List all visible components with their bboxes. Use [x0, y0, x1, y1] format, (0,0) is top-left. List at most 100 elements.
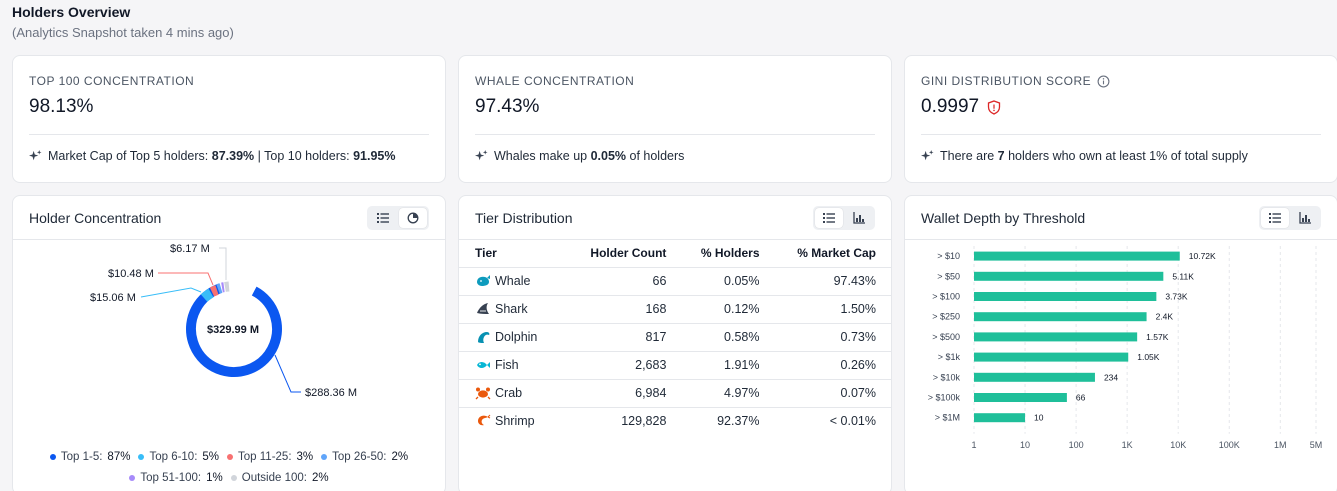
x-tick-label: 1M: [1274, 440, 1287, 450]
tier-label: Shrimp: [495, 414, 535, 429]
bar[interactable]: [974, 271, 1164, 281]
donut-segment-top-1-5[interactable]: [176, 271, 292, 387]
x-tick-label: 10: [1020, 440, 1030, 450]
panel-title: Wallet Depth by Threshold: [921, 210, 1086, 226]
list-icon: [377, 213, 389, 223]
wallet-depth-chart: 1 10 100 1K 10K 100K 1M 5M > $10 10.72K > $50 5.11K…: [928, 246, 1323, 450]
table-row[interactable]: Shrimp 129,828 92.37% < 0.01%: [459, 406, 891, 435]
x-tick-label: 100K: [1219, 440, 1240, 450]
y-category-label: > $100k: [928, 393, 961, 403]
legend-item-top-1-5[interactable]: Top 1-5: 87%: [49, 451, 130, 463]
bar-view-button[interactable]: [1291, 208, 1319, 228]
legend-item-top-51-100[interactable]: Top 51-100: 1%: [129, 472, 223, 484]
callout-top-6-10: $15.06 M: [90, 292, 136, 304]
x-tick-label: 10K: [1170, 440, 1186, 450]
legend-item-outside-100[interactable]: Outside 100: 2%: [230, 472, 329, 484]
bar[interactable]: [974, 393, 1067, 402]
whale-icon: [477, 275, 490, 286]
holder-concentration-panel: Holder Concentration $6.17 M $10.48 M $1…: [12, 195, 446, 491]
pie-view-button[interactable]: [399, 208, 427, 228]
sparkle-icon: [921, 149, 934, 160]
holders-pct: 0.12%: [681, 294, 775, 323]
legend-item-top-26-50[interactable]: Top 26-50: 2%: [321, 451, 408, 463]
panel-title: Holder Concentration: [29, 210, 162, 226]
table-row[interactable]: Shark 168 0.12% 1.50%: [459, 294, 891, 323]
bar[interactable]: [974, 332, 1138, 342]
holders-pct: 92.37%: [681, 406, 775, 435]
shrimp-icon: [478, 414, 491, 426]
list-view-button[interactable]: [369, 208, 397, 228]
y-category-label: > $1k: [938, 352, 961, 362]
kpi-divider: [921, 134, 1321, 135]
table-row[interactable]: Fish 2,683 1.91% 0.26%: [459, 350, 891, 379]
bar-value-label: 10: [1034, 413, 1044, 423]
table-row[interactable]: Whale 66 0.05% 97.43%: [459, 266, 891, 295]
leader-line: [219, 247, 227, 280]
bar[interactable]: [974, 352, 1129, 362]
table-row[interactable]: Crab 6,984 4.97% 0.07%: [459, 378, 891, 407]
table-row[interactable]: Dolphin 817 0.58% 0.73%: [459, 322, 891, 351]
tier-label: Fish: [495, 358, 519, 372]
column-header[interactable]: % Market Cap: [797, 245, 876, 260]
holder-count: 6,984: [568, 378, 682, 407]
donut-segment-top-11-25[interactable]: [209, 285, 219, 297]
wallet-depth-panel: Wallet Depth by Threshold 1 10 100 1K 10K 100…: [904, 195, 1337, 491]
list-view-button[interactable]: [1261, 208, 1289, 228]
holders-pct: 0.58%: [681, 322, 775, 351]
column-header[interactable]: Tier: [475, 245, 497, 260]
shield-alert-icon: [987, 99, 1001, 115]
market-cap-pct: 0.73%: [774, 322, 891, 351]
legend-dot: [227, 454, 234, 460]
bar[interactable]: [974, 372, 1095, 382]
donut-center-label: $329.99 M: [207, 324, 259, 336]
bar[interactable]: [974, 292, 1157, 301]
y-category-label: > $250: [932, 312, 960, 322]
bar[interactable]: [974, 251, 1180, 261]
bar-value-label: 5.11K: [1172, 271, 1194, 281]
sparkle-icon: [29, 149, 42, 160]
view-toggle: [367, 206, 429, 230]
legend-item-top-6-10[interactable]: Top 6-10: 5%: [138, 451, 219, 463]
holder-count: 817: [568, 322, 682, 351]
donut-segment-outside-100[interactable]: [224, 281, 230, 292]
legend-item-top-11-25[interactable]: Top 11-25: 3%: [227, 451, 313, 463]
info-icon[interactable]: [1097, 75, 1110, 88]
kpi-card-whale: WHALE CONCENTRATION 97.43% Whales make u…: [458, 55, 892, 183]
market-cap-pct: 1.50%: [774, 294, 891, 323]
table-view-button[interactable]: [815, 208, 843, 228]
callout-top-11-25: $10.48 M: [108, 268, 154, 280]
y-category-label: > $500: [932, 332, 960, 342]
bar[interactable]: [974, 312, 1147, 322]
column-header[interactable]: Holder Count: [590, 245, 667, 260]
holders-pct: 4.97%: [681, 378, 775, 407]
holders-pct: 1.91%: [681, 350, 775, 379]
x-tick-label: 1: [971, 440, 976, 450]
bar-value-label: 234: [1104, 372, 1118, 382]
bar-view-button[interactable]: [845, 208, 873, 228]
leader-line: [158, 272, 214, 286]
y-category-label: > $100: [932, 292, 960, 302]
kpi-value: 98.13%: [29, 96, 94, 117]
donut-segment-top-26-50[interactable]: [216, 283, 223, 294]
legend-dot: [49, 454, 56, 460]
view-toggle: [1259, 206, 1321, 230]
kpi-value: 97.43%: [475, 96, 540, 117]
y-category-label: > $10k: [933, 372, 961, 382]
donut-segment-top-6-10[interactable]: [200, 288, 214, 302]
view-toggle: [813, 206, 875, 230]
bar[interactable]: [974, 413, 1026, 423]
tier-label: Shark: [495, 302, 528, 316]
column-header[interactable]: % Holders: [700, 245, 760, 260]
pie-chart-icon: [407, 212, 419, 224]
tier-label: Crab: [495, 386, 523, 400]
x-tick-label: 5M: [1310, 440, 1323, 450]
legend-dot: [321, 454, 328, 460]
x-tick-label: 1K: [1122, 440, 1133, 450]
bar-value-label: 2.4K: [1156, 312, 1174, 322]
panel-divider: [905, 239, 1337, 240]
kpi-value: 0.9997: [921, 96, 1001, 118]
kpi-card-top100: TOP 100 CONCENTRATION 98.13% Market Cap …: [12, 55, 446, 183]
page-title: Holders Overview: [12, 4, 131, 20]
tier-table: Tier Holder Count % Holders % Market Cap…: [459, 239, 891, 435]
kpi-divider: [29, 134, 429, 135]
